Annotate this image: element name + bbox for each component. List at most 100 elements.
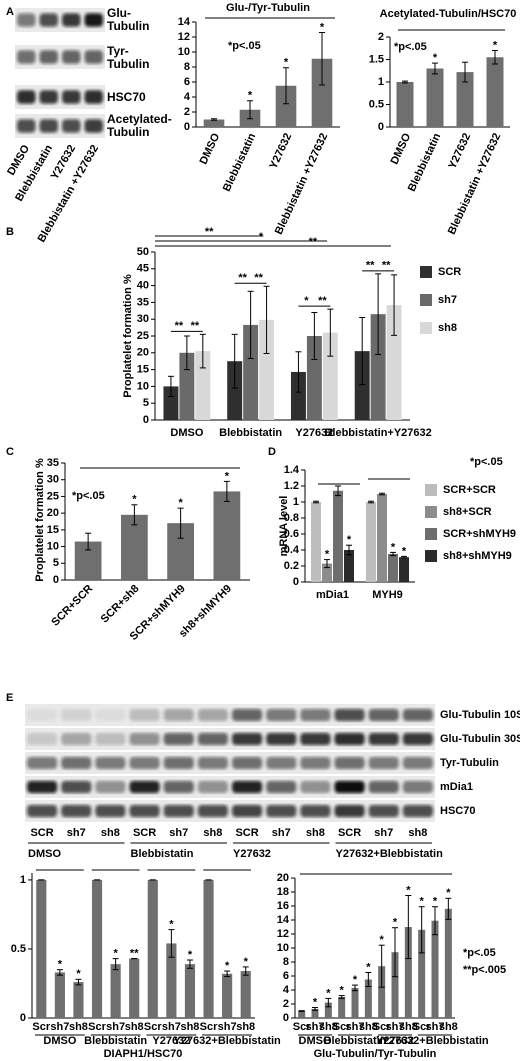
blot-band (62, 13, 81, 27)
bar (298, 1011, 306, 1018)
blot-band (84, 119, 103, 133)
significance-label: ** (175, 320, 184, 332)
x-tick-label: sh7 (426, 1021, 445, 1033)
significance-star: * (188, 949, 193, 961)
bar (378, 966, 386, 1018)
legend-label: sh8 (438, 322, 457, 334)
y-tick-label: 1.2 (284, 480, 299, 492)
significance-label: * (304, 295, 309, 307)
group-label: Blebbistatin (324, 1035, 387, 1047)
blot-band (129, 708, 160, 722)
significance-star: * (406, 884, 411, 896)
x-tick-label: sh8 (125, 1021, 144, 1033)
blot-label: Tyr-Tubulin (440, 757, 499, 769)
y-tick-label: 12 (277, 928, 289, 940)
bar (311, 1008, 319, 1018)
blot-band (84, 13, 103, 27)
x-tick-label: Scr (373, 1021, 391, 1033)
x-tick-label: sh8 (399, 1021, 418, 1033)
bar (324, 1002, 332, 1018)
blot-band (163, 804, 194, 818)
blot-strip (25, 704, 435, 726)
x-tick-label: sh8 (439, 1021, 458, 1033)
lane-label: SCR (30, 827, 53, 839)
lane-label: sh8 (203, 827, 222, 839)
significance-star: * (132, 494, 137, 506)
y-tick-label: 0 (143, 414, 149, 426)
y-tick-label: 35 (47, 457, 59, 469)
bar (354, 351, 370, 420)
blot-band (402, 804, 433, 818)
x-tick-label: mDia1 (316, 589, 349, 601)
x-tick-label: Blebbistatin (221, 131, 259, 193)
y-tick-label: 1 (20, 874, 26, 886)
x-tick-label: SCR+sh8 (99, 583, 142, 626)
group-label: Y27632+Blebbistatin (336, 848, 444, 860)
lane-label: sh8 (408, 827, 427, 839)
bar (311, 502, 321, 582)
significance-star: * (178, 497, 183, 509)
y-tick-label: 4 (184, 91, 191, 103)
y-tick-label: 6 (184, 76, 190, 88)
annotation: *p<.05 (394, 41, 427, 53)
x-tick-label: sh8 (180, 1021, 199, 1033)
y-tick-label: 6 (283, 970, 289, 982)
blot-band (163, 732, 194, 746)
bar (147, 879, 158, 1018)
lane-label: sh8 (101, 827, 120, 839)
significance-label: * (259, 231, 264, 243)
blot-strip (25, 800, 435, 822)
x-tick-label: sh8 (69, 1021, 88, 1033)
bar (36, 879, 47, 1018)
blot-band (368, 804, 399, 818)
group-label: Y27632 (152, 1035, 190, 1047)
group-label: Y27632 (376, 1035, 414, 1047)
bar (213, 491, 241, 580)
y-tick-label: 2 (283, 998, 289, 1010)
blot-band (232, 708, 263, 722)
blot-band (129, 804, 160, 818)
y-tick-label: 0 (20, 1012, 26, 1024)
blot-band (368, 780, 399, 794)
blot-band (39, 13, 58, 27)
bar (388, 554, 398, 582)
significance-star: * (313, 996, 318, 1008)
x-tick-label: Scr (144, 1021, 162, 1033)
y-tick-label: 8 (283, 956, 289, 968)
significance-star: * (380, 934, 385, 946)
blot-band (17, 90, 36, 104)
significance-label: ** (205, 226, 214, 238)
significance-label: ** (318, 295, 327, 307)
blot-band (197, 780, 228, 794)
bar (377, 494, 387, 582)
annotation: *p<.05 (470, 456, 503, 468)
lane-label: sh7 (374, 827, 393, 839)
y-tick-label: 2 (378, 31, 384, 43)
significance-label: ** (309, 236, 318, 248)
legend-swatch (425, 506, 437, 518)
y-tick-label: 5 (143, 397, 149, 409)
y-tick-label: 14 (178, 16, 191, 28)
blot-band (266, 732, 297, 746)
y-tick-label: 18 (277, 886, 289, 898)
x-tick-label: DMSO (170, 427, 203, 439)
x-tick-label: Scr (413, 1021, 431, 1033)
blot-label: HSC70 (440, 805, 475, 817)
bar (110, 964, 121, 1018)
blot-band (95, 708, 126, 722)
panel-label: C (6, 446, 14, 458)
bar (333, 490, 343, 582)
annotation: *p<.05 (72, 490, 105, 502)
blot-band (368, 732, 399, 746)
blot-band (163, 756, 194, 770)
y-tick-label: 0.6 (284, 528, 299, 540)
blot-band (197, 732, 228, 746)
y-tick-label: 8 (184, 61, 190, 73)
significance-star: * (225, 470, 230, 482)
x-tick-label: Scr (333, 1021, 351, 1033)
blot-band (62, 119, 81, 133)
bar (203, 879, 214, 1018)
x-tick-label: Blebbistatin+Y27632 (324, 427, 431, 439)
y-axis-label: Proplatelet formation % (122, 274, 134, 398)
bar (275, 85, 297, 127)
